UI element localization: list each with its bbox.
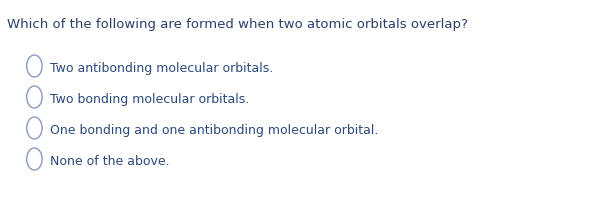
Text: One bonding and one antibonding molecular orbital.: One bonding and one antibonding molecula… (50, 124, 379, 137)
Text: Two bonding molecular orbitals.: Two bonding molecular orbitals. (50, 93, 250, 106)
Text: Two antibonding molecular orbitals.: Two antibonding molecular orbitals. (50, 62, 273, 75)
Text: Which of the following are formed when two atomic orbitals overlap?: Which of the following are formed when t… (7, 18, 468, 31)
Text: None of the above.: None of the above. (50, 155, 170, 168)
